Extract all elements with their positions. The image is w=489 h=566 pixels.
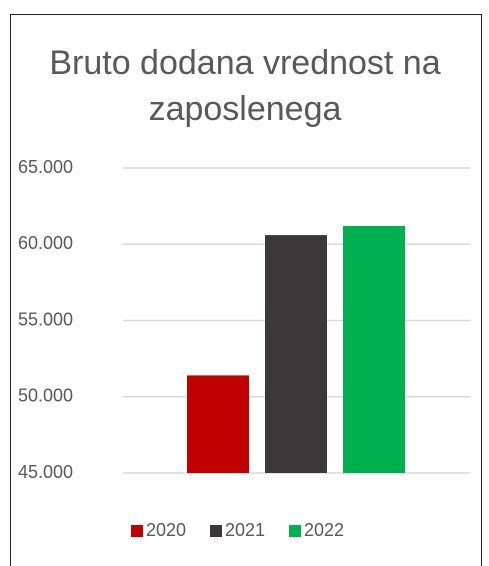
legend-label: 2022 [304,520,344,540]
y-tick-label: 65.000 [18,157,73,177]
chart-frame [10,14,482,566]
bar [265,235,327,473]
y-tick-label: 60.000 [18,233,73,253]
y-tick-label: 50.000 [18,386,73,406]
legend-swatch [131,525,143,537]
bar [187,375,249,473]
legend-swatch [289,525,301,537]
bar [343,225,405,473]
y-tick-label: 45.000 [18,462,73,482]
y-tick-label: 55.000 [18,309,73,329]
legend-label: 2020 [146,520,186,540]
chart-title: Bruto dodana vrednost na zaposlenega [49,44,441,128]
legend-label: 2021 [225,520,265,540]
legend-swatch [210,525,222,537]
